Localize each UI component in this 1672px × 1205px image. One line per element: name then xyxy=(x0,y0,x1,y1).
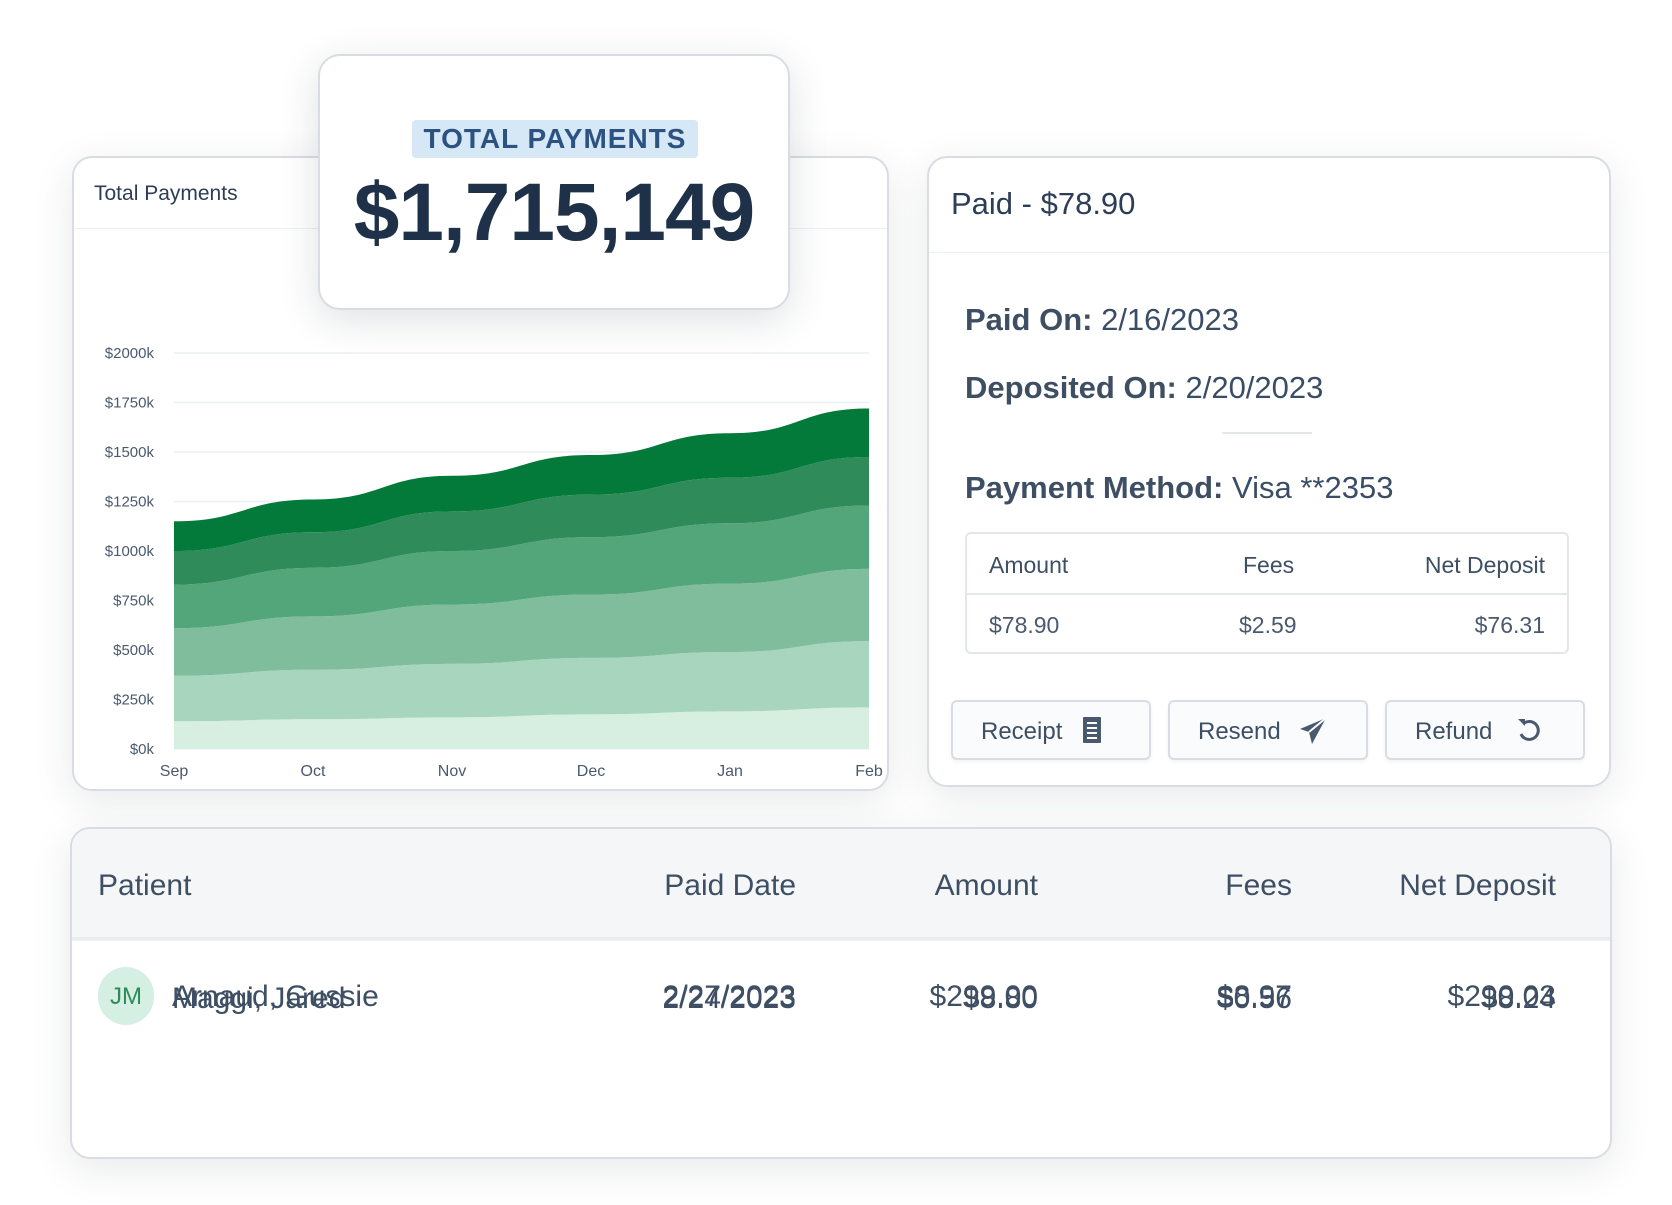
net-deposit: $290.03 xyxy=(1447,980,1556,1013)
header-fees: Fees xyxy=(1225,869,1292,902)
x-tick-label: Dec xyxy=(577,763,605,780)
deposited-on-label: Deposited On: xyxy=(965,370,1177,405)
header-patient: Patient xyxy=(98,869,192,902)
y-tick-label: $1750k xyxy=(105,395,155,412)
payment-detail-header: Paid - $78.90 xyxy=(929,158,1609,253)
header-amount: Amount xyxy=(934,869,1038,902)
breakdown-fees: $2.59 xyxy=(1239,612,1297,638)
area-series-2 xyxy=(174,641,869,722)
breakdown-net-deposit: $76.31 xyxy=(1474,612,1545,638)
area-series-1 xyxy=(174,707,869,749)
paid-date: 2/24/2023 xyxy=(662,982,796,1015)
net-deposit: $8.24 xyxy=(1480,982,1556,1015)
y-tick-label: $250k xyxy=(113,692,154,709)
resend-button[interactable]: Resend xyxy=(1168,700,1368,760)
payment-method-label: Payment Method: xyxy=(965,470,1224,505)
payment-detail-card: Paid - $78.90 Paid On: 2/16/2023 Deposit… xyxy=(927,156,1611,787)
x-tick-label: Oct xyxy=(301,763,326,780)
avatar: JM xyxy=(98,969,154,1025)
receipt-button-label: Receipt xyxy=(981,718,1063,745)
breakdown-row: $78.90 $2.59 $76.31 xyxy=(967,594,1567,653)
total-payments-popup: TOTAL PAYMENTS $1,715,149 xyxy=(318,54,790,310)
receipt-button[interactable]: Receipt xyxy=(951,700,1151,760)
table-row[interactable]: JM Maggi, Jared 2/24/2023 $8.80 $0.56 $8… xyxy=(72,939,1610,1055)
y-tick-label: $1500k xyxy=(105,444,155,461)
total-payments-badge: TOTAL PAYMENTS xyxy=(412,120,698,158)
payments-table-header: Patient Paid Date Amount Fees Net Deposi… xyxy=(72,829,1610,939)
payment-method-value: Visa **2353 xyxy=(1231,470,1394,505)
area-series-3 xyxy=(174,568,869,676)
y-tick-label: $500k xyxy=(113,642,154,659)
paper-plane-icon xyxy=(1300,717,1327,744)
paid-on-line: Paid On: 2/16/2023 xyxy=(965,302,1239,338)
patient-name: Maggi, Jared xyxy=(172,982,346,1015)
y-tick-label: $750k xyxy=(113,593,154,610)
y-tick-label: $1250k xyxy=(105,494,155,511)
payment-detail-title: Paid - $78.90 xyxy=(951,186,1136,221)
undo-icon xyxy=(1518,719,1540,741)
area-series-4 xyxy=(174,505,869,629)
x-tick-label: Jan xyxy=(717,763,743,780)
breakdown-header-fees: Fees xyxy=(1243,552,1295,578)
y-tick-label: $1000k xyxy=(105,543,155,560)
x-tick-label: Sep xyxy=(160,763,189,780)
refund-button[interactable]: Refund xyxy=(1385,700,1585,760)
total-payments-area-chart: $0k $250k $500k $750k $1000k $1250k $1500k $175… xyxy=(105,345,883,780)
y-tick-label: $2000k xyxy=(105,345,155,362)
fees: $0.56 xyxy=(1216,982,1292,1015)
chart-title: Total Payments xyxy=(94,182,238,205)
breakdown-header-amount: Amount xyxy=(989,552,1069,578)
paid-on-value: 2/16/2023 xyxy=(1101,302,1239,337)
detail-divider xyxy=(1222,432,1312,434)
area-series-6 xyxy=(174,408,869,551)
x-tick-label: Nov xyxy=(438,763,466,780)
paid-on-label: Paid On: xyxy=(965,302,1093,337)
amount: $299.00 xyxy=(929,980,1038,1013)
receipt-icon xyxy=(1083,717,1101,743)
amount: $8.80 xyxy=(962,982,1038,1015)
resend-button-label: Resend xyxy=(1198,718,1281,745)
total-payments-value: $1,715,149 xyxy=(353,167,755,258)
payments-table: Patient Paid Date Amount Fees Net Deposi… xyxy=(70,827,1612,1159)
fees: $8.97 xyxy=(1216,980,1292,1013)
area-series-5 xyxy=(174,456,869,585)
breakdown-amount: $78.90 xyxy=(989,612,1060,638)
y-tick-label: $0k xyxy=(130,741,155,758)
header-net-deposit: Net Deposit xyxy=(1399,869,1556,902)
breakdown-header-net-deposit: Net Deposit xyxy=(1424,552,1545,578)
payment-method-line: Payment Method: Visa **2353 xyxy=(965,470,1393,506)
header-paid-date: Paid Date xyxy=(664,869,796,902)
deposited-on-line: Deposited On: 2/20/2023 xyxy=(965,370,1323,406)
x-tick-label: Feb xyxy=(855,763,883,780)
payment-breakdown-table: Amount Fees Net Deposit $78.90 $2.59 $76… xyxy=(965,532,1569,654)
deposited-on-value: 2/20/2023 xyxy=(1185,370,1324,405)
breakdown-header-row: Amount Fees Net Deposit xyxy=(967,534,1567,595)
patient-name: Arnaud, Gussie xyxy=(172,980,379,1013)
paid-date: 2/27/2023 xyxy=(662,980,796,1013)
refund-button-label: Refund xyxy=(1415,718,1493,745)
